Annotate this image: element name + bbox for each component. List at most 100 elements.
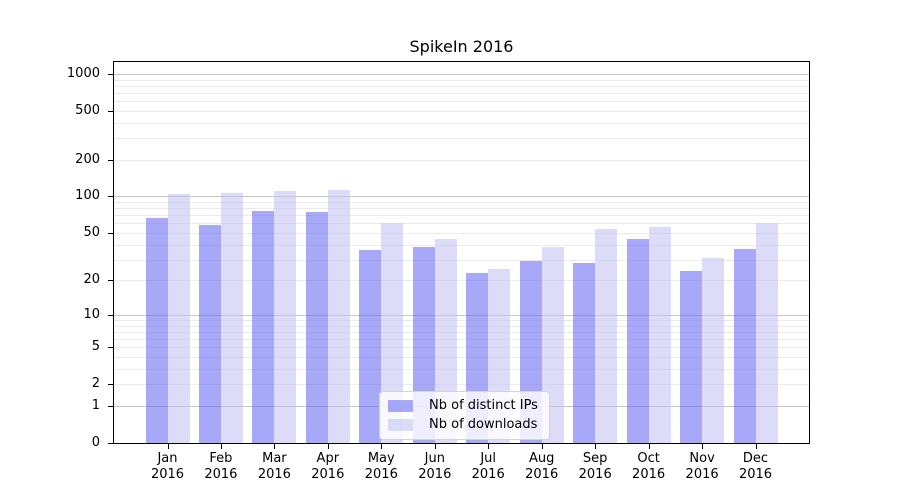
minor-gridline: [114, 202, 809, 203]
bar-downloads: [648, 227, 671, 443]
minor-gridline: [114, 339, 809, 340]
minor-gridline: [114, 215, 809, 217]
x-tick-label: Sep 2016: [578, 451, 612, 482]
chart-title: SpikeIn 2016: [409, 37, 514, 56]
minor-gridline: [114, 384, 809, 386]
bar-downloads: [381, 223, 404, 443]
legend-item: Nb of distinct IPs: [388, 396, 538, 415]
y-tick-mark: [108, 347, 113, 349]
y-tick-label: 1000: [66, 65, 100, 81]
x-tick-label: Jul 2016: [471, 451, 505, 482]
y-tick-label: 50: [83, 224, 100, 240]
y-tick-label: 1: [91, 398, 100, 413]
x-tick-mark: [274, 444, 276, 449]
legend-label: Nb of distinct IPs: [429, 398, 538, 413]
x-tick-label: Aug 2016: [525, 451, 559, 482]
minor-gridline: [114, 325, 809, 327]
bar-downloads: [755, 223, 778, 443]
major-gridline: [114, 73, 809, 75]
x-tick-label: Nov 2016: [685, 451, 719, 482]
y-tick-label: 20: [83, 272, 100, 288]
minor-gridline: [114, 92, 809, 94]
y-tick-mark: [108, 384, 113, 386]
minor-gridline: [114, 244, 809, 246]
y-tick-label: 2: [91, 376, 100, 392]
bar-distinct-ips: [305, 211, 328, 443]
x-tick-mark: [167, 444, 169, 449]
y-tick-mark: [108, 232, 113, 234]
x-tick-label: Oct 2016: [632, 451, 666, 482]
bar-distinct-ips: [252, 210, 275, 443]
x-tick-mark: [541, 444, 543, 449]
x-tick-mark: [488, 444, 490, 449]
x-tick-label: Feb 2016: [204, 451, 238, 482]
minor-gridline: [114, 79, 809, 81]
x-tick-label: Mar 2016: [257, 451, 291, 482]
minor-gridline: [114, 138, 809, 140]
x-tick-label: May 2016: [364, 451, 398, 482]
y-tick-label: 100: [75, 188, 100, 204]
minor-gridline: [114, 259, 809, 261]
bar-downloads: [327, 190, 350, 443]
y-tick-mark: [108, 73, 113, 75]
x-tick-label: Jun 2016: [418, 451, 452, 482]
y-tick-mark: [108, 314, 113, 316]
y-tick-label: 0: [91, 435, 100, 450]
bar-distinct-ips: [145, 218, 168, 443]
bar-downloads: [220, 193, 243, 443]
x-tick-mark: [648, 444, 650, 449]
x-tick-mark: [595, 444, 597, 449]
legend-item: Nb of downloads: [388, 415, 538, 434]
minor-gridline: [114, 331, 809, 333]
y-tick-label: 200: [75, 151, 100, 167]
minor-gridline: [114, 357, 809, 358]
x-tick-mark: [434, 444, 436, 449]
y-tick-label: 500: [75, 102, 100, 118]
x-tick-label: Apr 2016: [311, 451, 345, 482]
x-tick-mark: [755, 444, 757, 449]
x-tick-mark: [220, 444, 222, 449]
major-gridline: [114, 314, 809, 316]
minor-gridline: [114, 110, 809, 112]
minor-gridline: [114, 320, 809, 321]
bar-downloads: [274, 191, 297, 443]
bar-distinct-ips: [626, 238, 649, 443]
y-tick-mark: [108, 280, 113, 282]
minor-gridline: [114, 101, 809, 103]
minor-gridline: [114, 122, 809, 124]
bar-downloads: [595, 228, 618, 443]
bar-distinct-ips: [680, 271, 703, 443]
minor-gridline: [114, 208, 809, 210]
minor-gridline: [114, 223, 809, 225]
bar-distinct-ips: [573, 263, 596, 443]
x-tick-label: Jan 2016: [150, 451, 185, 482]
legend-label: Nb of downloads: [429, 417, 538, 432]
minor-gridline: [114, 280, 809, 282]
bar-distinct-ips: [198, 225, 221, 443]
x-tick-label: Dec 2016: [738, 451, 773, 482]
bar-downloads: [167, 194, 190, 443]
minor-gridline: [114, 159, 809, 161]
x-tick-mark: [381, 444, 383, 449]
major-gridline: [114, 196, 809, 198]
minor-gridline: [114, 232, 809, 234]
y-tick-mark: [108, 196, 113, 198]
y-tick-mark: [108, 110, 113, 112]
y-tick-mark: [108, 159, 113, 161]
y-tick-mark: [108, 406, 113, 407]
plot-area: [113, 61, 810, 444]
x-tick-mark: [702, 444, 704, 449]
minor-gridline: [114, 85, 809, 87]
bar-distinct-ips: [359, 250, 382, 443]
legend: Nb of distinct IPs Nb of downloads: [379, 391, 550, 440]
legend-swatch: [388, 418, 413, 431]
bar-downloads: [702, 257, 725, 443]
legend-swatch: [388, 399, 413, 412]
minor-gridline: [114, 368, 809, 370]
y-tick-mark: [108, 443, 113, 444]
x-tick-mark: [327, 444, 329, 449]
minor-gridline: [114, 347, 809, 349]
bar-distinct-ips: [733, 248, 756, 443]
y-tick-label: 10: [83, 306, 100, 322]
